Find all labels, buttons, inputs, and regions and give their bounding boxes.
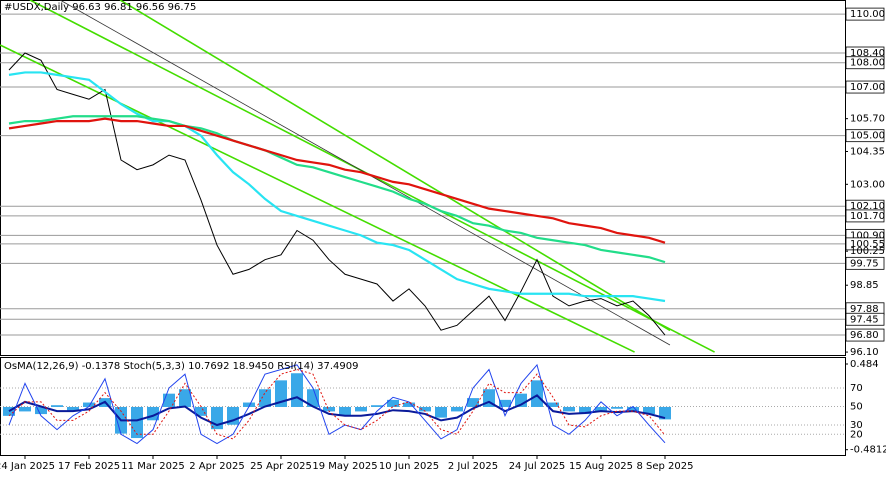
osma-bar bbox=[323, 406, 335, 412]
osma-bar bbox=[67, 406, 79, 412]
osma-bar bbox=[547, 402, 559, 407]
x-tick-label: 2 Apr 2025 bbox=[189, 461, 244, 472]
level-box bbox=[845, 7, 885, 21]
osma-bar bbox=[419, 406, 431, 412]
chart-title: #USDX,Daily 96.63 96.81 96.56 96.75 bbox=[4, 2, 196, 13]
level-label: 100.90 bbox=[850, 230, 885, 241]
level-label: 101.70 bbox=[850, 211, 885, 222]
level-box bbox=[845, 328, 885, 342]
level-label: 108.00 bbox=[850, 58, 885, 69]
x-tick-label: 15 Aug 2025 bbox=[569, 461, 633, 472]
oscillator-line bbox=[8, 363, 666, 445]
y-tick-label: 98.85 bbox=[850, 280, 879, 291]
y-tick-label: 103.00 bbox=[850, 179, 885, 190]
trendline bbox=[119, 0, 671, 332]
y2-tick-label: 30 bbox=[850, 420, 863, 431]
level-label: 110.00 bbox=[850, 9, 885, 20]
y2-tick-label: 20 bbox=[850, 429, 863, 440]
x-tick-label: 25 Apr 2025 bbox=[250, 461, 312, 472]
osma-bar bbox=[643, 406, 655, 415]
x-tick-label: 19 May 2025 bbox=[312, 461, 377, 472]
y-tick-label: 104.35 bbox=[850, 146, 885, 157]
x-tick-label: 17 Feb 2025 bbox=[58, 461, 120, 472]
x-tick-label: 2 Jul 2025 bbox=[448, 461, 498, 472]
osma-bar bbox=[179, 389, 191, 407]
osma-bar bbox=[19, 406, 31, 412]
x-tick-label: 24 Jan 2025 bbox=[0, 461, 55, 472]
indicator-title: OsMA(12,26,9) -0.1378 Stoch(5,3,3) 10.76… bbox=[4, 361, 359, 372]
osma-bar bbox=[563, 406, 575, 412]
level-box bbox=[845, 129, 885, 143]
level-label: 105.00 bbox=[850, 131, 885, 142]
level-label: 107.00 bbox=[850, 82, 885, 93]
x-tick-label: 8 Sep 2025 bbox=[636, 461, 693, 472]
osma-bar bbox=[627, 406, 639, 412]
x-tick-label: 11 Mar 2025 bbox=[121, 461, 184, 472]
osma-bar bbox=[467, 398, 479, 407]
osma-bar bbox=[307, 389, 319, 407]
osma-bar bbox=[451, 406, 463, 412]
oscillator-line bbox=[8, 394, 666, 427]
y-tick-label: -0.4812 bbox=[850, 445, 886, 456]
osma-bar bbox=[83, 402, 95, 407]
level-label: 97.88 bbox=[850, 304, 879, 315]
osma-bar bbox=[243, 402, 255, 407]
level-label: 97.45 bbox=[850, 314, 879, 325]
osma-bar bbox=[355, 406, 367, 412]
osma-bar bbox=[35, 406, 47, 415]
level-label: 108.40 bbox=[850, 48, 885, 59]
price-line bbox=[8, 52, 666, 336]
osma-bar bbox=[531, 380, 543, 407]
y-tick-label: 105.70 bbox=[850, 114, 885, 125]
osma-bar bbox=[611, 406, 623, 409]
y2-tick-label: 50 bbox=[850, 402, 863, 413]
main-plot bbox=[0, 0, 845, 353]
osma-bar bbox=[371, 405, 383, 407]
y2-tick-label: 70 bbox=[850, 383, 863, 394]
osma-bar bbox=[403, 402, 415, 407]
osma-bar bbox=[3, 406, 15, 416]
osma-bar bbox=[259, 389, 271, 407]
level-label: 96.80 bbox=[850, 330, 879, 341]
y-tick-label: 0.484 bbox=[850, 359, 879, 370]
osma-bar bbox=[291, 373, 303, 407]
level-box bbox=[845, 56, 885, 70]
osma-bar bbox=[195, 406, 207, 416]
osma-bar bbox=[595, 406, 607, 412]
osma-bar bbox=[131, 406, 143, 439]
osma-bar bbox=[579, 406, 591, 415]
level-box bbox=[845, 256, 885, 270]
y-tick-label: 100.25 bbox=[850, 246, 885, 257]
level-box bbox=[845, 237, 885, 251]
level-label: 102.10 bbox=[850, 201, 885, 212]
osma-bar bbox=[51, 405, 63, 407]
level-box bbox=[845, 80, 885, 94]
trendline bbox=[0, 44, 635, 353]
osma-bar bbox=[499, 399, 511, 407]
x-tick-label: 10 Jun 2025 bbox=[379, 461, 439, 472]
level-label: 99.75 bbox=[850, 258, 879, 269]
moving-average bbox=[8, 117, 666, 244]
y-tick-label: 96.10 bbox=[850, 347, 879, 358]
main-panel bbox=[0, 0, 846, 356]
moving-average bbox=[8, 115, 666, 264]
level-box bbox=[845, 209, 885, 223]
x-tick-label: 24 Jul 2025 bbox=[509, 461, 566, 472]
level-box bbox=[845, 312, 885, 326]
indicator-plot bbox=[0, 363, 845, 445]
level-label: 100.55 bbox=[850, 239, 885, 250]
osma-bar bbox=[435, 406, 447, 418]
moving-average bbox=[8, 71, 666, 303]
oscillator-line bbox=[8, 368, 666, 440]
osma-bar bbox=[339, 406, 351, 416]
osma-bar bbox=[387, 399, 399, 407]
